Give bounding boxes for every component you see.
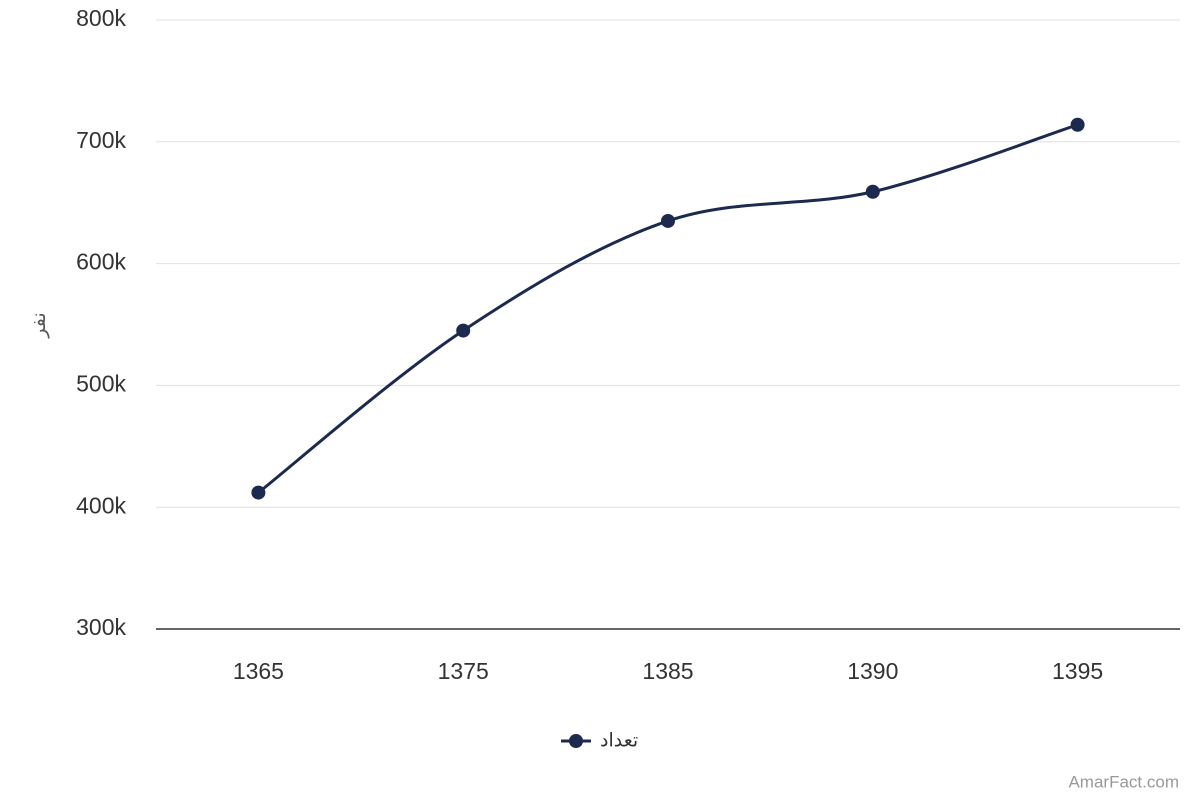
y-axis-title: نفر: [29, 312, 50, 338]
y-tick-label: 500k: [76, 370, 126, 396]
x-tick-label: 1390: [847, 658, 898, 684]
point: [1070, 117, 1085, 132]
legend-label: تعداد: [600, 730, 638, 752]
point: [865, 184, 880, 199]
y-tick-label: 700k: [76, 127, 126, 153]
y-tick-label: 800k: [76, 5, 126, 31]
x-tick-label: 1385: [642, 658, 693, 684]
legend-marker: [569, 734, 583, 748]
x-tick-label: 1375: [438, 658, 489, 684]
point: [661, 213, 675, 228]
y-tick-label: 400k: [76, 492, 126, 518]
x-tick-label: 1395: [1052, 658, 1103, 684]
y-tick-label: 300k: [76, 614, 126, 640]
x-tick-label: 1365: [233, 658, 284, 684]
series-line: [257, 123, 1079, 494]
point: [456, 323, 471, 338]
credit: AmarFact.com: [1068, 772, 1179, 791]
y-tick-label: 600k: [76, 249, 126, 275]
point: [251, 485, 266, 500]
